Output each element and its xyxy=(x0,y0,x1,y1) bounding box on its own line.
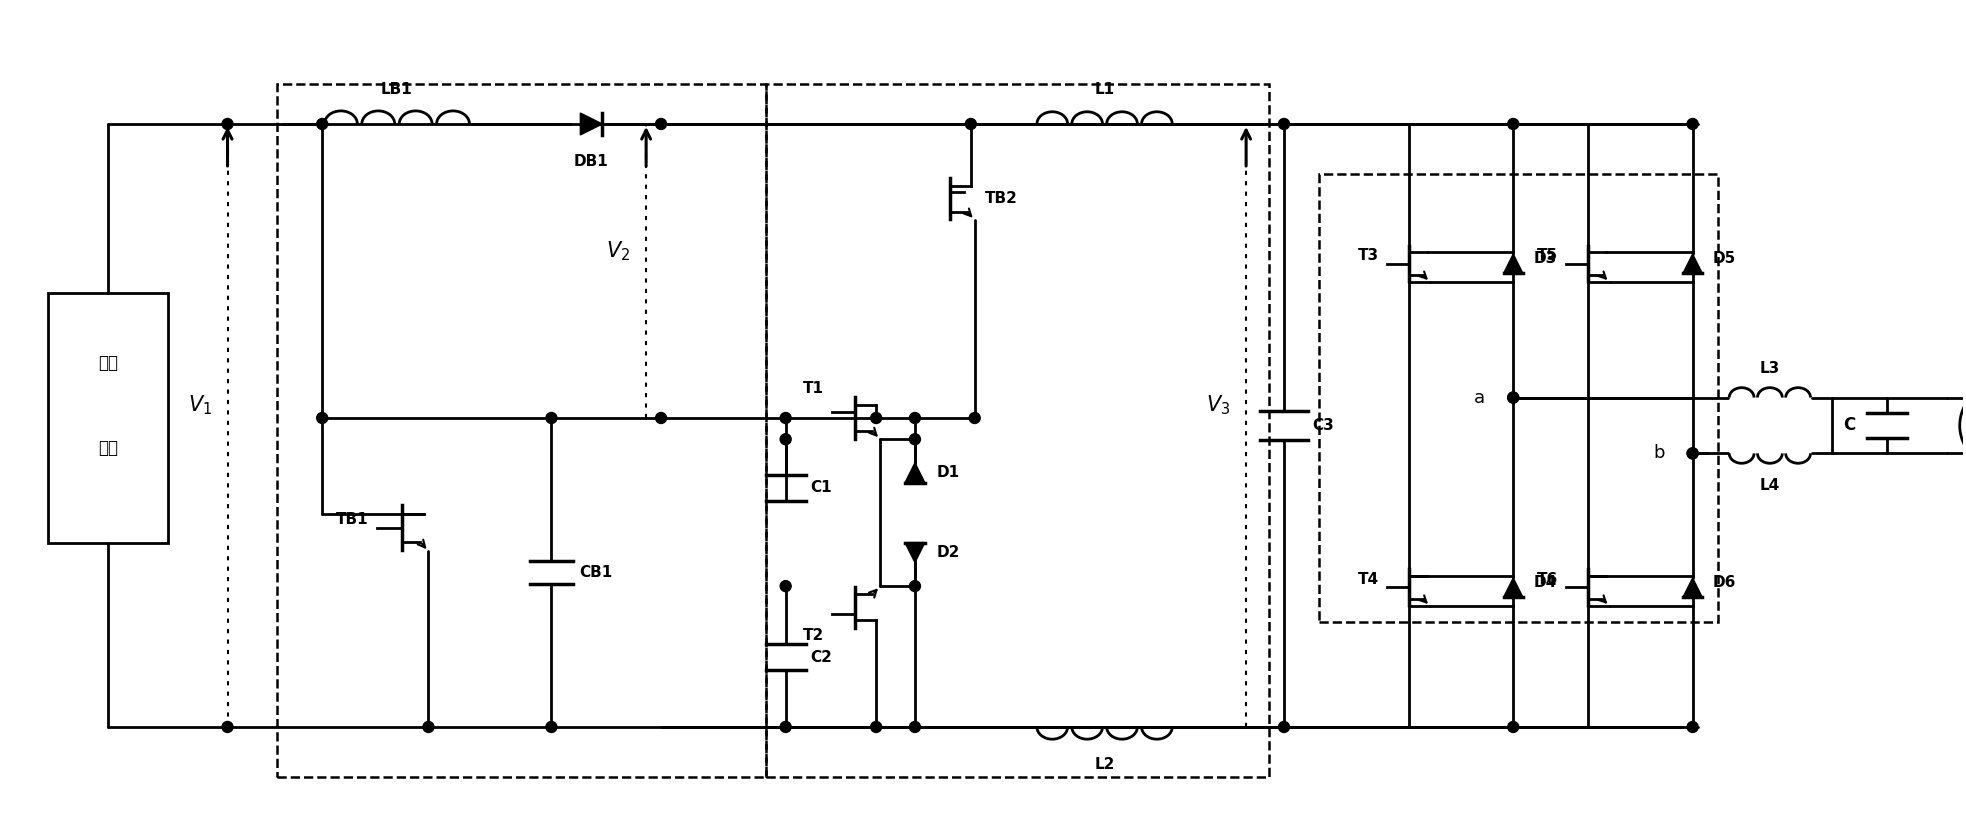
Text: L1: L1 xyxy=(1095,82,1115,97)
Circle shape xyxy=(1278,118,1290,129)
Circle shape xyxy=(317,118,328,129)
Text: LB1: LB1 xyxy=(381,82,413,97)
Text: C: C xyxy=(1842,416,1856,435)
Text: T5: T5 xyxy=(1537,248,1559,263)
Text: $V_1$: $V_1$ xyxy=(187,394,212,417)
Text: L3: L3 xyxy=(1760,361,1779,376)
Text: L4: L4 xyxy=(1760,478,1779,493)
Circle shape xyxy=(655,412,666,423)
Circle shape xyxy=(965,118,977,129)
Circle shape xyxy=(1508,392,1518,403)
Circle shape xyxy=(423,721,434,732)
Text: D2: D2 xyxy=(938,545,959,560)
Bar xyxy=(277,84,765,777)
Text: D6: D6 xyxy=(1712,575,1736,590)
Circle shape xyxy=(910,434,920,445)
Text: T2: T2 xyxy=(802,628,824,643)
Text: DB1: DB1 xyxy=(574,154,609,169)
Circle shape xyxy=(222,721,234,732)
Circle shape xyxy=(871,721,881,732)
Circle shape xyxy=(222,118,234,129)
Text: 直流: 直流 xyxy=(98,354,118,372)
Circle shape xyxy=(781,721,790,732)
Circle shape xyxy=(1508,118,1518,129)
Text: D3: D3 xyxy=(1533,251,1557,266)
Text: TB1: TB1 xyxy=(336,512,370,527)
Text: C1: C1 xyxy=(810,481,832,496)
Text: CB1: CB1 xyxy=(580,565,613,580)
Text: C2: C2 xyxy=(810,650,832,665)
Circle shape xyxy=(317,412,328,423)
Circle shape xyxy=(547,721,556,732)
Circle shape xyxy=(547,412,556,423)
Circle shape xyxy=(871,412,881,423)
Circle shape xyxy=(1278,721,1290,732)
Circle shape xyxy=(1508,721,1518,732)
Text: T3: T3 xyxy=(1359,248,1378,263)
Text: C3: C3 xyxy=(1311,418,1333,433)
Text: D5: D5 xyxy=(1712,251,1736,266)
Text: D4: D4 xyxy=(1533,575,1557,590)
Polygon shape xyxy=(1683,254,1703,273)
Polygon shape xyxy=(1683,578,1703,597)
Circle shape xyxy=(1508,392,1518,403)
Circle shape xyxy=(781,434,790,445)
Circle shape xyxy=(910,412,920,423)
Bar xyxy=(765,84,1268,777)
Text: TB2: TB2 xyxy=(985,192,1018,207)
Text: $V_3$: $V_3$ xyxy=(1205,394,1231,417)
Text: b: b xyxy=(1653,444,1665,462)
Text: D1: D1 xyxy=(938,466,959,481)
Circle shape xyxy=(1687,118,1699,129)
Circle shape xyxy=(781,412,790,423)
Circle shape xyxy=(655,118,666,129)
Text: L2: L2 xyxy=(1095,757,1115,772)
Text: T1: T1 xyxy=(804,381,824,396)
Circle shape xyxy=(910,721,920,732)
Polygon shape xyxy=(580,113,602,135)
Circle shape xyxy=(1687,448,1699,459)
Bar xyxy=(47,293,167,542)
Circle shape xyxy=(910,581,920,591)
Circle shape xyxy=(969,412,981,423)
Text: $V_2$: $V_2$ xyxy=(606,239,631,263)
Polygon shape xyxy=(904,463,924,483)
Circle shape xyxy=(1687,448,1699,459)
Text: T6: T6 xyxy=(1537,572,1559,587)
Text: T4: T4 xyxy=(1359,572,1378,587)
Text: a: a xyxy=(1474,388,1486,407)
Circle shape xyxy=(781,581,790,591)
Polygon shape xyxy=(1504,578,1524,597)
Bar xyxy=(1319,174,1718,622)
Text: 电源: 电源 xyxy=(98,439,118,456)
Polygon shape xyxy=(1504,254,1524,273)
Circle shape xyxy=(1687,721,1699,732)
Polygon shape xyxy=(904,542,924,562)
